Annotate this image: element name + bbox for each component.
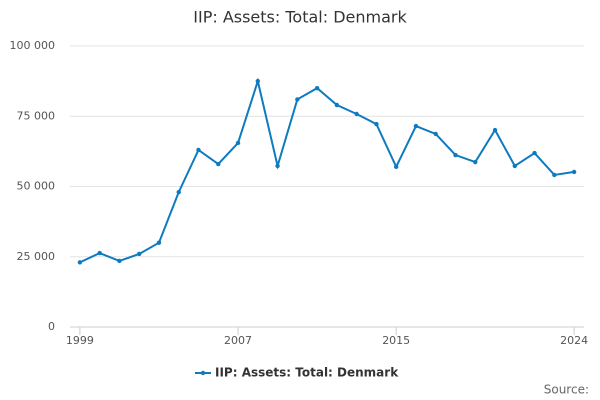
point	[334, 102, 340, 108]
point	[314, 85, 320, 91]
point	[196, 147, 201, 153]
point	[136, 251, 142, 257]
x-tick-label: 1999	[66, 334, 94, 347]
point	[374, 121, 379, 127]
y-tick-label: 75 000	[17, 109, 56, 122]
legend-label: IIP: Assets: Total: Denmark	[215, 366, 399, 380]
point	[275, 163, 280, 169]
point	[255, 78, 261, 84]
point	[453, 152, 458, 158]
y-tick-label: 0	[48, 320, 55, 333]
point	[492, 127, 498, 133]
point	[354, 111, 359, 117]
point	[473, 159, 478, 165]
point	[393, 164, 399, 170]
y-tick-label: 50 000	[17, 180, 56, 193]
y-tick-label: 100 000	[10, 39, 56, 52]
x-tick-label: 2007	[224, 334, 252, 347]
point	[532, 150, 537, 156]
source-label: Source:	[544, 383, 589, 397]
point	[413, 123, 419, 129]
point	[295, 97, 300, 102]
point	[176, 189, 181, 195]
point	[216, 161, 221, 167]
legend-marker	[200, 370, 206, 376]
point	[512, 163, 518, 169]
point	[235, 140, 241, 146]
point	[571, 169, 577, 175]
point	[77, 260, 83, 265]
x-tick-label: 2024	[560, 334, 588, 347]
point	[433, 131, 438, 137]
point	[156, 240, 162, 245]
y-tick-label: 25 000	[17, 250, 56, 263]
point	[117, 258, 122, 264]
x-tick-label: 2015	[382, 334, 410, 347]
line	[79, 77, 575, 264]
point	[552, 172, 557, 178]
point	[97, 250, 102, 256]
chart-title: IIP: Assets: Total: Denmark	[193, 8, 407, 27]
